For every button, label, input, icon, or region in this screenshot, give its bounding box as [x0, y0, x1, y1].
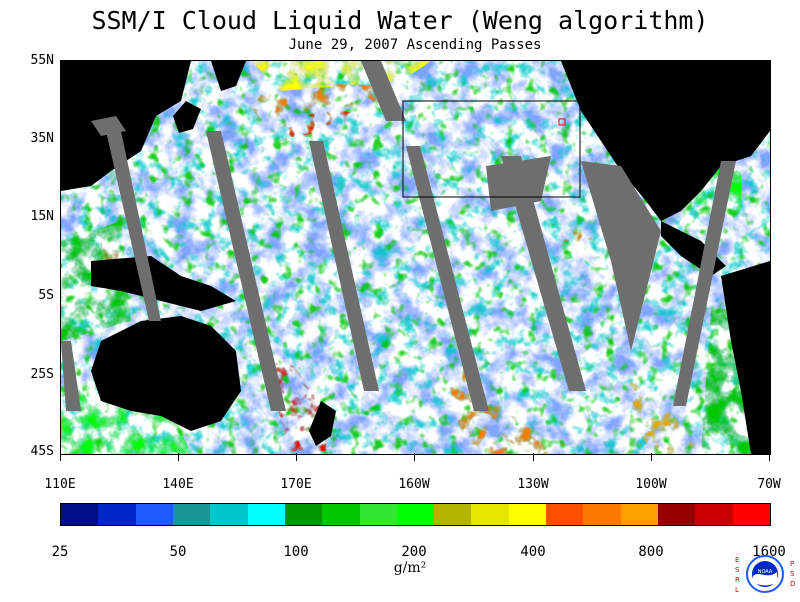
colorbar-label-800: 800 — [638, 544, 664, 560]
lon-label-140e: 140E — [162, 477, 194, 492]
colorbar-segment — [695, 504, 733, 525]
tick — [60, 453, 61, 461]
colorbar-segment — [658, 504, 696, 525]
colorbar-segment — [284, 504, 323, 525]
logo-letter: P — [790, 560, 794, 568]
colorbar-segment — [98, 504, 136, 525]
colorbar-segment — [322, 504, 360, 525]
colorbar-segment — [396, 504, 435, 525]
colorbar-segment — [620, 504, 658, 525]
colorbar-segment — [583, 504, 621, 525]
logo-text: NOAA — [758, 569, 773, 575]
noaa-logo: E S R L P S D NOAA — [733, 552, 797, 598]
region-box — [402, 100, 581, 198]
logo-bird — [753, 572, 777, 586]
colorbar-segment — [210, 504, 248, 525]
colorbar-segment — [508, 504, 547, 525]
lat-label-5s: 5S — [38, 288, 54, 303]
colorbar-segment — [135, 504, 173, 525]
lon-label-70w: 70W — [757, 477, 781, 492]
lat-label-15n: 15N — [30, 209, 54, 224]
tick — [178, 453, 179, 461]
logo-letter: R — [735, 576, 740, 584]
lat-label-35n: 35N — [30, 131, 54, 146]
lon-label-130w: 130W — [517, 477, 549, 492]
lon-label-100w: 100W — [635, 477, 667, 492]
tick — [414, 453, 415, 461]
lon-label-110e: 110E — [44, 477, 76, 492]
lat-label-55n: 55N — [30, 53, 54, 68]
chart-title: SSM/I Cloud Liquid Water (Weng algorithm… — [91, 6, 709, 35]
colorbar-segment — [434, 504, 472, 525]
map-svg — [61, 61, 770, 454]
marker-box — [558, 118, 566, 126]
logo-letter: L — [735, 586, 739, 594]
colorbar-segment — [732, 504, 770, 525]
tick — [533, 453, 534, 461]
lon-label-170e: 170E — [280, 477, 312, 492]
colorbar-segment — [471, 504, 509, 525]
colorbar-segment — [546, 504, 584, 525]
map-panel — [60, 60, 771, 455]
lat-label-45s: 45S — [30, 444, 54, 459]
colorbar-label-100: 100 — [283, 544, 309, 560]
logo-letter: S — [735, 566, 740, 574]
lat-label-25s: 25S — [30, 367, 54, 382]
colorbar-segment — [172, 504, 211, 525]
logo-letter: E — [735, 556, 739, 564]
colorbar — [60, 503, 771, 526]
colorbar-segment — [61, 504, 99, 525]
colorbar-units: g/m² — [393, 560, 427, 576]
chart-subtitle: June 29, 2007 Ascending Passes — [288, 37, 542, 53]
land-masses — [61, 61, 770, 454]
colorbar-label-200: 200 — [401, 544, 427, 560]
colorbar-segment — [247, 504, 285, 525]
tick — [651, 453, 652, 461]
satellite-swath-gaps — [61, 61, 736, 411]
colorbar-label-400: 400 — [520, 544, 546, 560]
colorbar-label-25: 25 — [51, 544, 69, 560]
tick — [296, 453, 297, 461]
lon-label-160w: 160W — [398, 477, 430, 492]
logo-letter: D — [790, 580, 795, 588]
logo-letter: S — [790, 570, 795, 578]
tick — [769, 453, 770, 461]
colorbar-label-50: 50 — [169, 544, 187, 560]
colorbar-segment — [359, 504, 397, 525]
